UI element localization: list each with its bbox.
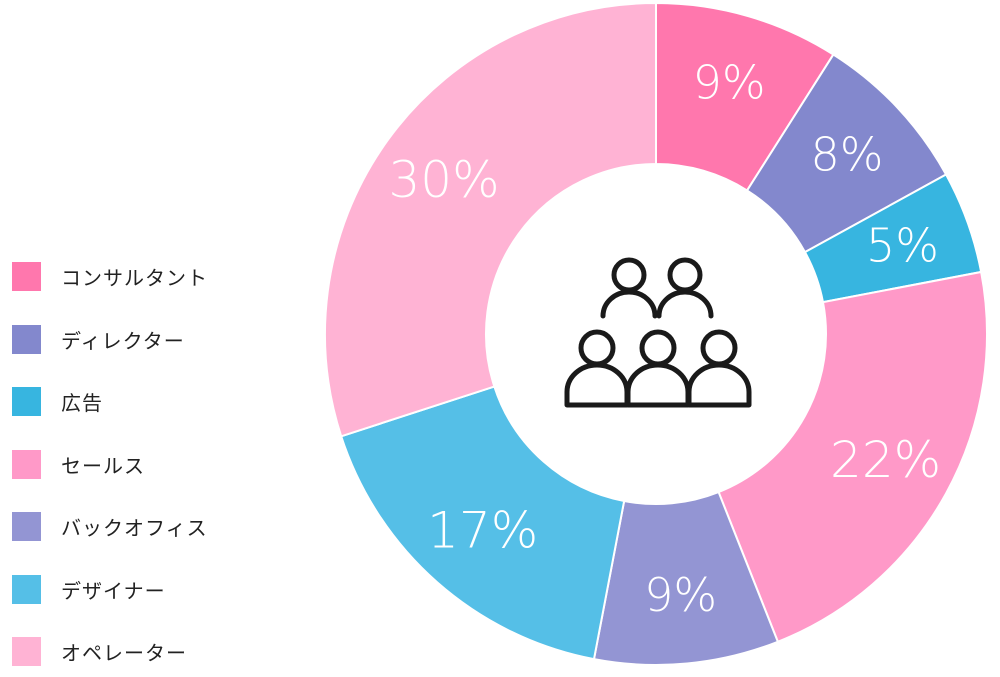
slice-value-label: 22% [830, 431, 941, 489]
slice-value-label: 8% [810, 128, 883, 182]
legend-label: オペレーター [61, 641, 187, 665]
people-group-icon [564, 257, 752, 408]
legend-swatch [12, 637, 41, 666]
legend-label: 広告 [61, 391, 103, 415]
legend-item: バックオフィス [12, 512, 208, 541]
legend-swatch [12, 449, 41, 479]
donut-slices [323, 1, 988, 666]
legend-label: デザイナー [61, 578, 166, 603]
legend-label: ディレクター [61, 328, 185, 353]
legend-item: オペレーター [12, 637, 208, 666]
legend-label: セールス [61, 453, 145, 478]
slice-7 [323, 1, 657, 438]
slice-labels: 9% 8% 5% 22% 9% 17% 30% [388, 55, 941, 621]
legend-swatch [12, 574, 41, 604]
slice-6 [339, 385, 626, 661]
legend-label: バックオフィス [61, 516, 208, 540]
slice-value-label: 9% [644, 568, 717, 622]
legend-item: セールス [12, 449, 208, 479]
legend-swatch [12, 512, 41, 541]
legend-item: ディレクター [12, 324, 208, 354]
legend-item: コンサルタント [12, 262, 208, 291]
legend-swatch [12, 387, 41, 416]
slice-value-label: 5% [866, 218, 939, 272]
legend-label: コンサルタント [61, 266, 208, 290]
slice-value-label: 17% [427, 502, 538, 560]
slice-value-label: 9% [693, 55, 766, 109]
legend: コンサルタント ディレクター 広告セールスバックオフィス デザイナーオペレーター [12, 262, 208, 666]
legend-swatch [12, 324, 41, 354]
legend-item: デザイナー [12, 574, 208, 604]
slice-4 [717, 270, 988, 644]
legend-swatch [12, 262, 41, 291]
slice-value-label: 30% [388, 151, 499, 209]
legend-item: 広告 [12, 387, 208, 416]
